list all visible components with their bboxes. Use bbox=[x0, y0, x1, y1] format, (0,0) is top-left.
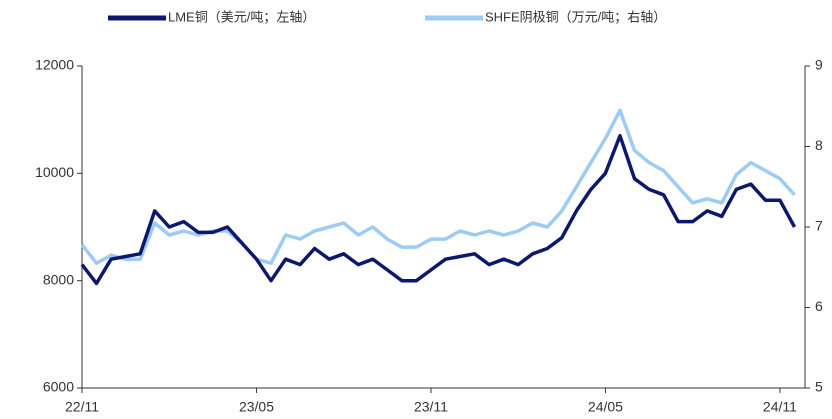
legend-label: SHFE阴极铜（万元/吨；右轴） bbox=[485, 9, 666, 25]
x-tick-label: 23/11 bbox=[414, 399, 448, 415]
y2-tick-label: 7 bbox=[815, 218, 823, 234]
x-tick-label: 24/05 bbox=[588, 399, 623, 415]
x-tick-label: 22/11 bbox=[65, 399, 99, 415]
y-tick-label: 6000 bbox=[43, 379, 74, 395]
legend-label: LME铜（美元/吨；左轴） bbox=[168, 9, 315, 25]
series-line bbox=[80, 108, 796, 265]
y-tick-label: 8000 bbox=[43, 271, 74, 287]
y-tick-label: 10000 bbox=[35, 164, 74, 180]
x-tick-label: 24/11 bbox=[763, 399, 797, 415]
y2-tick-label: 8 bbox=[815, 137, 823, 153]
y2-tick-label: 9 bbox=[815, 57, 823, 73]
x-tick-label: 23/05 bbox=[239, 399, 274, 415]
y2-tick-label: 5 bbox=[815, 379, 823, 395]
y2-tick-label: 6 bbox=[815, 298, 823, 314]
y-tick-label: 12000 bbox=[35, 57, 74, 73]
series-line bbox=[80, 134, 797, 286]
